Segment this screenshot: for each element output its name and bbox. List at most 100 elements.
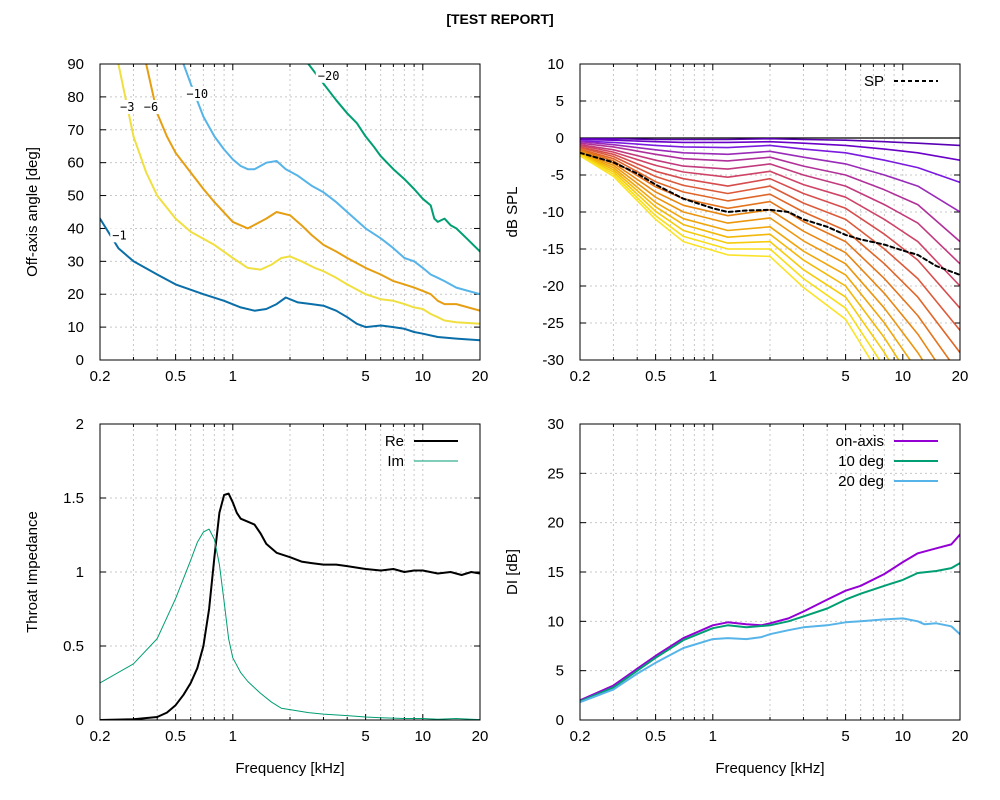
x-tick-label: 5 (841, 368, 849, 385)
off-axis-curve-30deg (580, 143, 960, 265)
y-axis-label: DI [dB] (504, 549, 521, 595)
off-axis-curve-50deg (580, 148, 960, 354)
series-line-20-deg (580, 617, 960, 704)
contour-label: −1 (112, 228, 126, 242)
y-tick-label: 25 (547, 465, 564, 482)
off-axis-curve-35deg (580, 144, 960, 287)
x-tick-label: 0.5 (165, 368, 186, 385)
plot-frame (579, 63, 961, 361)
polar-map-panel: 0.2 0.5 1 5 10 20 0 10 20 30 40 50 60 70 80 90 Off-axis … (24, 56, 488, 385)
series-line-10-deg (580, 562, 960, 703)
x-tick-label: 1 (709, 368, 717, 385)
y-tick-label: -30 (542, 352, 564, 369)
legend-label: Im (387, 453, 404, 470)
x-tick-label: 1 (229, 368, 237, 385)
y-tick-label: 1 (76, 564, 84, 581)
off-axis-curve-80deg (580, 153, 890, 360)
contour-label: −6 (144, 100, 158, 114)
y-tick-label: 20 (547, 515, 564, 532)
grid (580, 424, 960, 720)
legend: on-axis 10 deg 20 deg (836, 433, 938, 490)
y-tick-label: 40 (67, 220, 84, 237)
x-tick-label: 0.5 (165, 728, 186, 745)
x-tick-label: 0.5 (645, 368, 666, 385)
y-tick-label: 5 (556, 663, 564, 680)
x-tick-label: 20 (952, 728, 969, 745)
x-tick-label: 1 (709, 728, 717, 745)
y-tick-label: 70 (67, 122, 84, 139)
grid (100, 64, 480, 360)
y-axis-label: Throat Impedance (24, 511, 41, 633)
series-line--3 (117, 64, 480, 325)
y-tick-label: -10 (542, 204, 564, 221)
x-tick-label: 10 (894, 728, 911, 745)
x-tick-label: 20 (472, 728, 489, 745)
y-tick-label: 0 (76, 352, 84, 369)
x-tick-label: 20 (952, 368, 969, 385)
figure-title: [TEST REPORT] (446, 11, 553, 27)
off-axis-curve-90deg (580, 155, 872, 360)
y-tick-label: 2 (76, 416, 84, 433)
off-axis-curve-70deg (580, 152, 912, 360)
series-line--20 (307, 64, 480, 253)
x-tick-label: 5 (361, 368, 369, 385)
x-tick-label: 5 (361, 728, 369, 745)
y-tick-label: -20 (542, 278, 564, 295)
contour-label: −10 (186, 87, 208, 101)
off-axis-curve-10deg (580, 138, 960, 161)
x-axis-label: Frequency [kHz] (235, 760, 344, 777)
off-axis-curve-75deg (580, 152, 900, 360)
x-tick-label: 0.5 (645, 728, 666, 745)
y-tick-label: -15 (542, 241, 564, 258)
off-axis-curve-15deg (580, 140, 960, 184)
x-tick-label: 0.2 (570, 368, 591, 385)
x-tick-label: 0.2 (90, 368, 111, 385)
legend-label: Re (385, 433, 404, 450)
x-tick-label: 5 (841, 728, 849, 745)
y-tick-label: 30 (67, 253, 84, 270)
legend-label: 10 deg (838, 453, 884, 470)
plot-frame (99, 423, 481, 721)
off-axis-curve-5deg (580, 137, 960, 147)
y-tick-label: 60 (67, 155, 84, 172)
legend: Re Im (385, 433, 458, 470)
contour-label: −20 (318, 69, 340, 83)
contour-label-bg (118, 100, 137, 115)
off-axis-curve-25deg (580, 142, 960, 243)
y-tick-label: 90 (67, 56, 84, 73)
y-tick-label: 10 (547, 613, 564, 630)
y-tick-label: 15 (547, 564, 564, 581)
legend-label: SP (864, 73, 884, 90)
contour-label-bg (315, 68, 342, 83)
series-line-sp (580, 151, 960, 276)
off-axis-curve-45deg (580, 146, 960, 331)
off-axis-curve-40deg (580, 146, 960, 309)
y-axis-label: dB SPL (504, 187, 521, 238)
series-line-on-axis (580, 533, 960, 702)
y-axis-label: Off-axis angle [deg] (24, 147, 41, 277)
plot-area (580, 137, 960, 360)
x-tick-label: 10 (894, 368, 911, 385)
y-tick-label: 5 (556, 93, 564, 110)
off-axis-curve-55deg (580, 149, 951, 360)
legend-label: 20 deg (838, 473, 884, 490)
contour-label-bg (110, 228, 129, 243)
y-tick-label: -25 (542, 315, 564, 332)
grid (100, 424, 480, 720)
series-line--1 (100, 217, 480, 342)
contour-label: −3 (120, 100, 134, 114)
series-line-im (100, 528, 480, 720)
y-tick-label: 30 (547, 416, 564, 433)
off-axis-curve-65deg (580, 151, 924, 360)
y-tick-label: 0.5 (63, 638, 84, 655)
series-line--10 (182, 64, 480, 296)
y-tick-label: 0 (76, 712, 84, 729)
plot-area (580, 533, 960, 704)
y-tick-label: 80 (67, 89, 84, 106)
plot-area (100, 492, 480, 720)
y-tick-label: -5 (551, 167, 564, 184)
contour-label-bg (184, 86, 211, 101)
legend: SP (864, 73, 938, 90)
